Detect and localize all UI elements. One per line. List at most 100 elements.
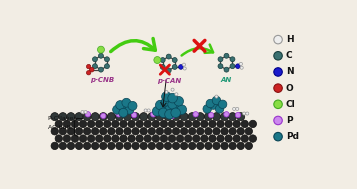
Circle shape	[162, 96, 171, 106]
Circle shape	[152, 106, 162, 116]
Circle shape	[148, 113, 156, 121]
Circle shape	[162, 92, 171, 101]
Circle shape	[192, 135, 200, 142]
Circle shape	[140, 113, 148, 121]
Circle shape	[206, 99, 215, 108]
Circle shape	[99, 113, 107, 121]
Circle shape	[83, 113, 91, 121]
Circle shape	[89, 67, 94, 72]
Circle shape	[51, 128, 59, 135]
Circle shape	[165, 110, 174, 119]
Circle shape	[156, 128, 164, 135]
Circle shape	[236, 107, 239, 110]
Circle shape	[92, 64, 97, 69]
Text: P: P	[286, 116, 292, 125]
Circle shape	[136, 135, 144, 142]
Circle shape	[225, 120, 232, 128]
Circle shape	[108, 128, 115, 135]
Circle shape	[225, 135, 232, 142]
Text: AN: AN	[221, 77, 232, 83]
Circle shape	[224, 67, 229, 72]
Circle shape	[144, 120, 151, 128]
Circle shape	[241, 135, 248, 142]
Circle shape	[116, 128, 123, 135]
Circle shape	[188, 142, 196, 149]
Circle shape	[209, 101, 218, 109]
Text: O: O	[286, 84, 293, 93]
Circle shape	[159, 102, 168, 111]
Circle shape	[148, 142, 156, 149]
Circle shape	[132, 142, 139, 149]
Circle shape	[99, 53, 104, 58]
Circle shape	[84, 128, 91, 135]
Circle shape	[233, 107, 236, 110]
Circle shape	[209, 120, 216, 128]
Circle shape	[152, 120, 160, 128]
Circle shape	[188, 128, 196, 135]
Circle shape	[249, 120, 257, 128]
Circle shape	[97, 46, 105, 53]
Circle shape	[197, 128, 204, 135]
Circle shape	[197, 142, 204, 149]
Circle shape	[160, 64, 165, 69]
Circle shape	[243, 112, 246, 115]
Circle shape	[119, 102, 128, 111]
Text: AC bulk: AC bulk	[48, 125, 72, 130]
Circle shape	[55, 135, 62, 142]
Circle shape	[171, 108, 180, 118]
Text: C: C	[286, 51, 292, 60]
Circle shape	[185, 120, 192, 128]
Circle shape	[168, 135, 176, 142]
Circle shape	[144, 109, 147, 112]
Circle shape	[164, 113, 172, 121]
Circle shape	[172, 64, 177, 69]
Circle shape	[218, 64, 223, 69]
Circle shape	[218, 57, 223, 62]
Circle shape	[246, 112, 249, 115]
Circle shape	[154, 57, 161, 64]
Circle shape	[229, 142, 236, 149]
Circle shape	[240, 66, 243, 69]
Circle shape	[164, 142, 172, 149]
Circle shape	[171, 102, 180, 111]
Circle shape	[172, 128, 180, 135]
Circle shape	[71, 135, 79, 142]
Circle shape	[183, 67, 186, 70]
Circle shape	[166, 68, 171, 73]
Circle shape	[86, 64, 91, 69]
Circle shape	[178, 65, 183, 69]
Circle shape	[230, 64, 235, 69]
Circle shape	[128, 135, 135, 142]
Circle shape	[205, 142, 212, 149]
Circle shape	[274, 100, 282, 108]
Circle shape	[144, 135, 151, 142]
Circle shape	[213, 128, 220, 135]
Text: p-CAN: p-CAN	[157, 78, 181, 84]
Circle shape	[140, 142, 147, 149]
Circle shape	[175, 93, 178, 96]
Circle shape	[180, 113, 188, 121]
Text: Pd: Pd	[286, 132, 299, 141]
Text: N: N	[286, 67, 293, 77]
Circle shape	[51, 142, 59, 149]
Circle shape	[165, 91, 168, 94]
Circle shape	[105, 64, 110, 69]
Circle shape	[204, 113, 212, 121]
Circle shape	[221, 113, 228, 121]
Circle shape	[122, 98, 131, 107]
Circle shape	[75, 142, 83, 149]
Circle shape	[63, 135, 71, 142]
Circle shape	[148, 128, 156, 135]
Circle shape	[217, 120, 224, 128]
Circle shape	[165, 105, 174, 115]
Circle shape	[274, 35, 282, 44]
Circle shape	[212, 113, 221, 121]
Circle shape	[201, 135, 208, 142]
Circle shape	[174, 96, 183, 106]
Circle shape	[160, 135, 167, 142]
Circle shape	[59, 142, 66, 149]
Circle shape	[116, 112, 121, 117]
Circle shape	[236, 64, 240, 68]
Circle shape	[96, 120, 103, 128]
Circle shape	[168, 120, 176, 128]
